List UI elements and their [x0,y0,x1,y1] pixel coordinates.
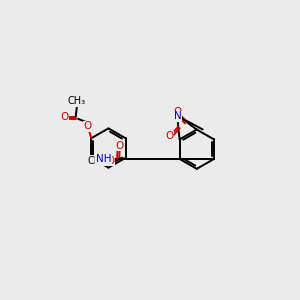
Text: O: O [84,121,92,131]
Text: CH₃: CH₃ [68,97,86,106]
Text: O: O [165,131,173,142]
Text: N: N [174,112,182,122]
Text: O: O [60,112,68,122]
Text: O: O [174,107,182,117]
Text: O: O [116,141,124,151]
Text: CH₃: CH₃ [88,156,106,166]
Text: NH: NH [96,154,111,164]
Text: O: O [106,156,115,166]
